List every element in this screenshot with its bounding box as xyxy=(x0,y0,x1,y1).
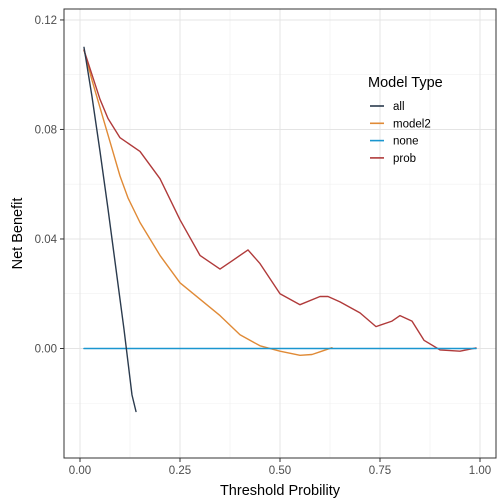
y-tick-label: 0.04 xyxy=(35,234,58,246)
x-tick-label: 0.50 xyxy=(269,465,291,477)
y-tick-label: 0.00 xyxy=(35,343,57,355)
x-tick-label: 0.75 xyxy=(369,465,391,477)
x-tick-label: 1.00 xyxy=(469,465,491,477)
legend: Model Type all model2 none prob xyxy=(368,75,443,165)
x-axis-title: Threshold Probility xyxy=(220,483,341,499)
y-axis-title: Net Benefit xyxy=(10,198,26,270)
legend-label-none: none xyxy=(393,136,419,148)
series-line-all xyxy=(83,46,137,413)
series-layer xyxy=(83,46,477,413)
tick-layer: 0.00 0.25 0.50 0.75 1.00 0.00 0.04 0.08 0.12 xyxy=(35,15,492,477)
legend-label-model2: model2 xyxy=(393,118,431,130)
series-line-model2 xyxy=(83,49,333,356)
x-tick-label: 0.00 xyxy=(69,465,91,477)
legend-label-all: all xyxy=(393,101,405,113)
legend-label-prob: prob xyxy=(393,153,416,165)
legend-title: Model Type xyxy=(368,75,443,91)
series-line-prob xyxy=(83,49,477,352)
y-tick-label: 0.12 xyxy=(35,15,57,27)
x-tick-label: 0.25 xyxy=(169,465,191,477)
y-tick-label: 0.08 xyxy=(35,124,57,136)
